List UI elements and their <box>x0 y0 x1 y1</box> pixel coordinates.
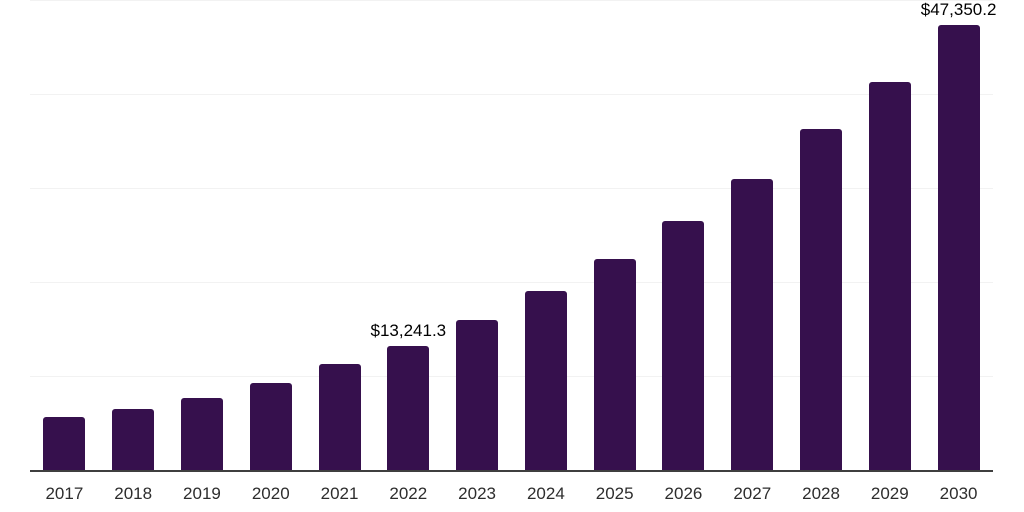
gridline-30000 <box>30 188 993 189</box>
bar-2019 <box>180 397 223 470</box>
plot-area: $13,241.3 $47,350.2 <box>30 0 996 472</box>
x-tick-2022: 2022 <box>389 484 428 503</box>
x-tick-2019: 2019 <box>183 484 221 503</box>
x-tick-2018: 2018 <box>114 484 153 503</box>
gridline-50000 <box>30 0 993 1</box>
bar-2021 <box>318 364 361 470</box>
gridline-40000 <box>30 94 993 95</box>
data-label-2030: $47,350.2 <box>920 0 997 19</box>
x-tick-2030: 2030 <box>939 484 978 503</box>
gridline-10000 <box>30 376 993 377</box>
bar-2022 <box>387 345 430 470</box>
x-tick-2017: 2017 <box>45 484 84 503</box>
x-tick-2024: 2024 <box>526 484 565 503</box>
x-tick-2020: 2020 <box>251 484 290 503</box>
bar-2028 <box>800 129 843 470</box>
data-label-2022: $13,241.3 <box>370 320 447 340</box>
bar-2018 <box>112 409 155 470</box>
bar-2017 <box>43 417 86 470</box>
x-axis-tick-labels: 2017 2018 2019 2020 2021 2022 2023 2024 2025 2026… <box>30 482 993 506</box>
bar-2023 <box>456 319 499 470</box>
gridline-20000 <box>30 282 993 283</box>
x-tick-2028: 2028 <box>802 484 840 503</box>
bar-2025 <box>593 258 636 470</box>
bar-2026 <box>662 221 705 470</box>
x-tick-2027: 2027 <box>733 484 772 503</box>
x-tick-2029: 2029 <box>870 484 909 503</box>
bar-2020 <box>249 382 292 470</box>
bar-2029 <box>868 81 911 470</box>
x-tick-2023: 2023 <box>458 484 497 503</box>
x-tick-2026: 2026 <box>664 484 703 503</box>
bar-2027 <box>731 178 774 470</box>
bar-2024 <box>524 291 567 470</box>
bar-2030 <box>937 24 980 470</box>
x-tick-2021: 2021 <box>320 484 359 503</box>
x-axis-line <box>30 470 993 472</box>
x-tick-2025: 2025 <box>595 484 634 503</box>
